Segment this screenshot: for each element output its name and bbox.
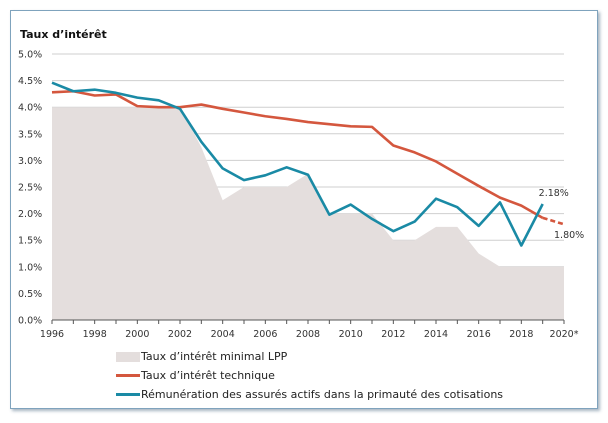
legend-swatch-line xyxy=(116,393,140,396)
x-tick-label: 1998 xyxy=(83,329,107,340)
y-tick-label: 4.0% xyxy=(18,103,42,114)
legend-label: Taux d’intérêt minimal LPP xyxy=(141,350,288,363)
legend-label: Taux d’intérêt technique xyxy=(141,369,275,382)
x-tick-label: 2018 xyxy=(509,329,533,340)
x-tick-label: 2004 xyxy=(211,329,235,340)
legend-swatch-area xyxy=(116,351,140,362)
y-tick-label: 5.0% xyxy=(18,50,42,61)
y-tick-label: 3.0% xyxy=(18,156,42,167)
legend-label: Rémunération des assurés actifs dans la … xyxy=(141,388,504,401)
x-tick-label: 2012 xyxy=(381,329,405,340)
chart-title: Taux d’intérêt xyxy=(20,28,107,41)
x-tick-label: 2008 xyxy=(296,329,320,340)
x-tick-label: 2000 xyxy=(125,329,149,340)
data-label: 1.80% xyxy=(554,230,584,241)
line-series-2 xyxy=(51,81,544,247)
y-tick-label: 0.0% xyxy=(18,316,42,327)
x-tick-label: 2010 xyxy=(339,329,363,340)
y-tick-label: 2.5% xyxy=(18,183,42,194)
data-label: 2.18% xyxy=(539,188,569,199)
legend-item-technique: Taux d’intérêt technique xyxy=(116,369,275,382)
legend-item-lpp: Taux d’intérêt minimal LPP xyxy=(116,350,287,363)
legend-swatch-line xyxy=(116,374,140,377)
y-tick-label: 0.5% xyxy=(18,289,42,300)
x-tick-label: 2014 xyxy=(424,329,448,340)
x-tick-label: 2002 xyxy=(168,329,192,340)
line-series-1 xyxy=(51,89,544,219)
x-tick-label: 1996 xyxy=(40,329,64,340)
y-tick-label: 3.5% xyxy=(18,129,42,140)
y-tick-label: 1.0% xyxy=(18,262,42,273)
y-tick-label: 2.0% xyxy=(18,209,42,220)
area-lpp-minimum xyxy=(52,107,564,320)
line-series-1-projection xyxy=(542,216,565,226)
x-tick-label: 2006 xyxy=(253,329,277,340)
x-tick-label: 2016 xyxy=(467,329,491,340)
y-tick-label: 4.5% xyxy=(18,76,42,87)
legend-item-remuneration: Rémunération des assurés actifs dans la … xyxy=(116,388,503,401)
y-tick-label: 1.5% xyxy=(18,236,42,247)
x-tick-label: 2020* xyxy=(550,329,579,340)
